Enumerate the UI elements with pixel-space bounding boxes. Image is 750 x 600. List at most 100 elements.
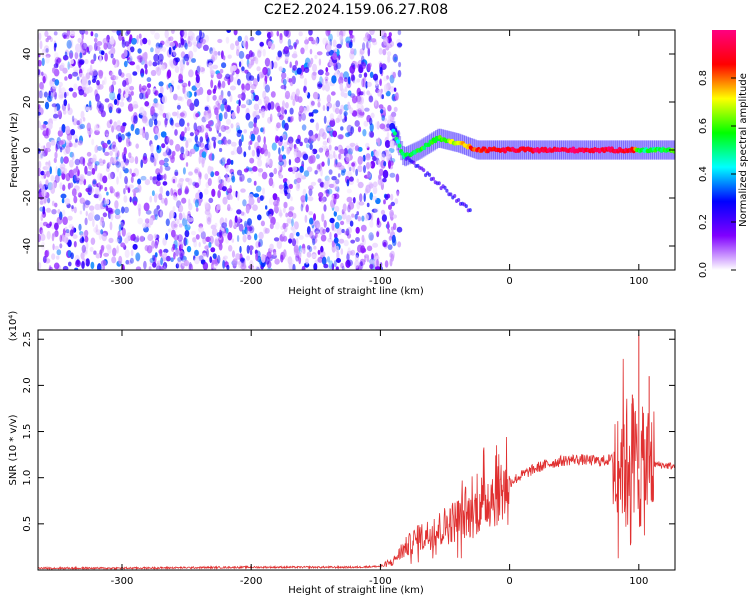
noise-cell [174, 122, 181, 128]
noise-cell [170, 154, 175, 164]
noise-cell [393, 222, 397, 231]
noise-cell [198, 191, 203, 200]
noise-cell [153, 158, 157, 167]
noise-cell [40, 170, 45, 176]
noise-cell [329, 231, 332, 240]
noise-cell [301, 265, 306, 270]
noise-cell [151, 254, 156, 261]
noise-cell [137, 184, 142, 193]
noise-cell [101, 232, 108, 242]
noise-cell [227, 90, 231, 97]
noise-cell [206, 89, 212, 96]
noise-cell [187, 41, 193, 47]
noise-cell [295, 231, 300, 237]
noise-cell [54, 230, 59, 237]
noise-cell [61, 32, 68, 38]
noise-cell [349, 176, 354, 182]
noise-cell [144, 63, 148, 70]
x-tick-label: 100 [629, 576, 648, 587]
noise-cell [107, 103, 114, 111]
noise-cell [89, 205, 95, 211]
noise-cell [178, 212, 183, 221]
noise-cell [188, 171, 193, 176]
snr-frame [37, 329, 676, 571]
noise-cell [124, 237, 129, 244]
noise-cell [173, 223, 178, 228]
noise-cell [235, 253, 241, 260]
noise-cell [80, 110, 85, 119]
noise-cell [225, 118, 232, 125]
noise-cell [325, 189, 330, 194]
noise-cell [265, 103, 268, 112]
noise-cell [123, 153, 127, 163]
noise-cell [257, 168, 264, 173]
noise-cell [134, 156, 139, 165]
noise-cell [70, 129, 76, 136]
noise-cell [306, 245, 311, 250]
noise-cell [296, 181, 300, 189]
noise-cell [51, 233, 55, 242]
noise-cell [155, 168, 161, 175]
noise-cell [332, 52, 338, 60]
noise-cell [236, 169, 243, 176]
noise-cell [150, 155, 155, 163]
noise-cell [48, 122, 53, 130]
noise-cell [179, 30, 185, 37]
noise-cell [249, 140, 253, 145]
noise-cell [334, 70, 340, 78]
noise-cell [121, 227, 126, 237]
noise-cell [180, 110, 187, 119]
noise-cell [285, 212, 289, 218]
noise-cell [337, 134, 344, 140]
noise-cell [128, 152, 132, 159]
noise-cell [54, 52, 59, 60]
noise-cell [352, 79, 358, 84]
noise-cell [38, 167, 41, 177]
noise-cell [185, 162, 189, 167]
noise-cell [245, 205, 250, 214]
noise-cell [359, 48, 365, 55]
noise-cell [94, 123, 101, 132]
noise-cell [289, 259, 295, 264]
noise-cell [181, 82, 188, 88]
noise-cell [122, 122, 127, 127]
noise-cell [198, 155, 202, 165]
noise-cell [190, 230, 197, 236]
noise-cell [89, 104, 93, 111]
noise-cell [38, 90, 41, 99]
noise-cell [162, 262, 168, 270]
noise-cell [87, 80, 91, 86]
noise-cell [288, 206, 295, 212]
y-tick-label: 40 [22, 48, 33, 61]
noise-cell [117, 230, 121, 239]
noise-cell [142, 156, 148, 165]
noise-cell [362, 76, 367, 83]
noise-cell [351, 213, 355, 218]
noise-cell [95, 93, 100, 102]
noise-cell [221, 62, 227, 69]
noise-cell [263, 136, 266, 145]
noise-cell [116, 125, 122, 132]
noise-cell [357, 181, 364, 189]
noise-cell [320, 167, 323, 177]
noise-cell [340, 262, 344, 269]
noise-cell [59, 126, 62, 132]
noise-cell [194, 91, 197, 97]
noise-cell [84, 165, 88, 175]
noise-cell [78, 179, 84, 185]
noise-cell [374, 258, 380, 268]
noise-cell [53, 105, 58, 113]
noise-cell [54, 151, 58, 159]
noise-cell [72, 174, 77, 184]
noise-cell [312, 238, 316, 246]
noise-cell [253, 180, 257, 186]
noise-cell [301, 124, 307, 131]
y-tick-label: 2.5 [22, 331, 33, 347]
noise-cell [318, 162, 323, 172]
noise-cell [383, 84, 388, 93]
noise-cell [187, 219, 191, 228]
noise-cell [61, 198, 65, 204]
noise-cell [97, 69, 104, 77]
noise-cell [240, 188, 246, 193]
